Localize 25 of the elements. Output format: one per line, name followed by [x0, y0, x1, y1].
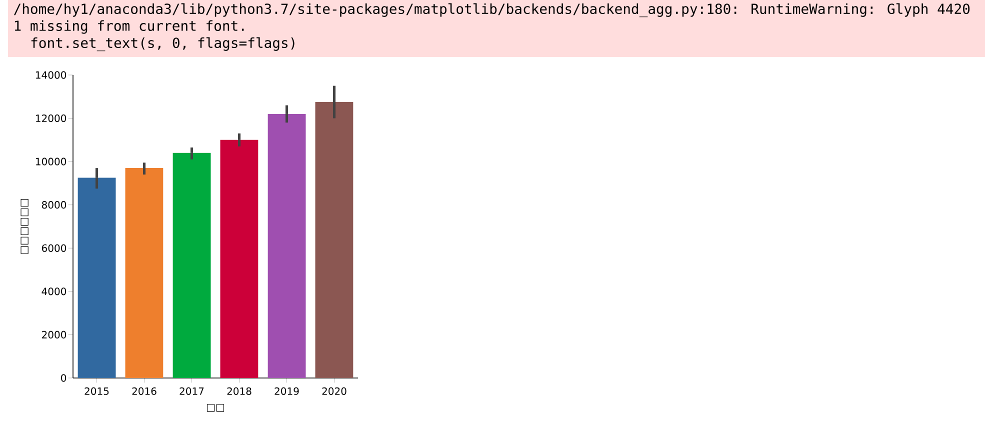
x-tick-label: 2020	[322, 387, 346, 395]
y-tick-label: 2000	[42, 330, 66, 338]
bar	[125, 168, 164, 378]
y-tick-label: 6000	[42, 244, 66, 252]
x-tick-label: 2019	[274, 387, 299, 395]
bar	[78, 178, 116, 378]
x-tick-label: 2018	[227, 387, 252, 395]
x-tick-label: 2017	[180, 387, 204, 395]
y-tick-label: 14000	[36, 71, 66, 79]
y-axis-title: □□□□□□	[20, 199, 28, 254]
text: font.set_text(s, 0, flags=flags)	[31, 37, 294, 52]
y-tick-label: 8000	[42, 201, 66, 209]
x-tick-label: 2015	[84, 387, 109, 395]
y-tick-label: 4000	[42, 288, 66, 296]
x-tick-label: 2016	[132, 387, 156, 395]
y-tick-label: 12000	[36, 114, 66, 122]
bar	[268, 114, 306, 378]
bar	[315, 102, 354, 378]
text: /home/hy1/anaconda3/lib/python3.7/site-packages/matplotlib/backends/backend_agg.py:180: RuntimeWarning: Glyph 4420	[14, 3, 970, 18]
bar	[220, 140, 258, 378]
y-tick-label: 10000	[36, 158, 66, 166]
text: 1 missing from current font.	[14, 20, 244, 34]
bar	[172, 152, 211, 378]
y-tick-label: 0	[61, 374, 66, 382]
x-axis-title: □□	[206, 404, 224, 412]
